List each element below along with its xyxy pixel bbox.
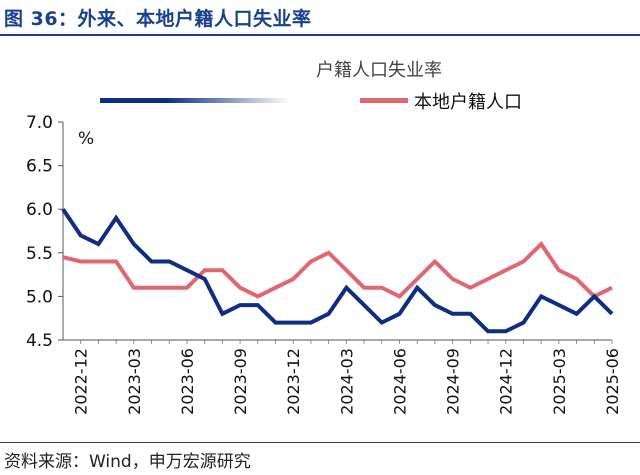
chart-axes: % 7.0 6.5 6.0 5.5 5.0 4.5 2022-12 2023-03 2023-06… [26,113,622,415]
chart-series [61,208,614,334]
x-tick-label: 2024-06 [390,348,409,415]
series-line-migrant [61,208,614,334]
y-tick-label: 6.0 [26,200,53,220]
chart-legend: 户籍人口失业率 本地户籍人口 [100,54,522,113]
legend-label-fade-mask [140,54,288,84]
legend-swatch-migrant [100,98,290,103]
x-tick-label: 2023-03 [125,348,144,415]
x-tick-label: 2023-09 [231,348,250,415]
page-title: 图 36：外来、本地户籍人口失业率 [4,8,312,30]
y-tick-label: 5.0 [26,287,53,307]
line-chart: 户籍人口失业率 本地户籍人口 % 7.0 6.5 6.0 5.5 5.0 4.5 2022-1… [26,54,622,415]
x-tick-label: 2025-03 [550,348,569,415]
title-bar: 图 36：外来、本地户籍人口失业率 [0,0,640,36]
x-tick-label: 2023-12 [284,348,303,415]
y-tick-label: 7.0 [26,113,53,133]
title-divider [0,34,640,36]
series-line-local [62,240,613,299]
y-tick-label: 4.5 [26,331,53,351]
x-tick-label: 2024-09 [444,348,463,415]
x-tick-label: 2025-06 [603,348,622,415]
source-note: 资料来源：Wind，申万宏源研究 [4,452,251,472]
y-tick-label: 5.5 [26,244,53,264]
y-tick-label: 6.5 [26,157,53,177]
x-tick-label: 2022-12 [72,348,91,415]
x-tick-label: 2024-12 [497,348,516,415]
legend-swatch-local [360,98,408,103]
y-unit-label: % [78,129,94,149]
x-tick-label: 2024-03 [337,348,356,415]
footer-divider [0,442,640,443]
x-tick-label: 2023-06 [178,348,197,415]
legend-label-migrant: 户籍人口失业率 [316,60,442,81]
legend-label-local: 本地户籍人口 [414,92,522,113]
